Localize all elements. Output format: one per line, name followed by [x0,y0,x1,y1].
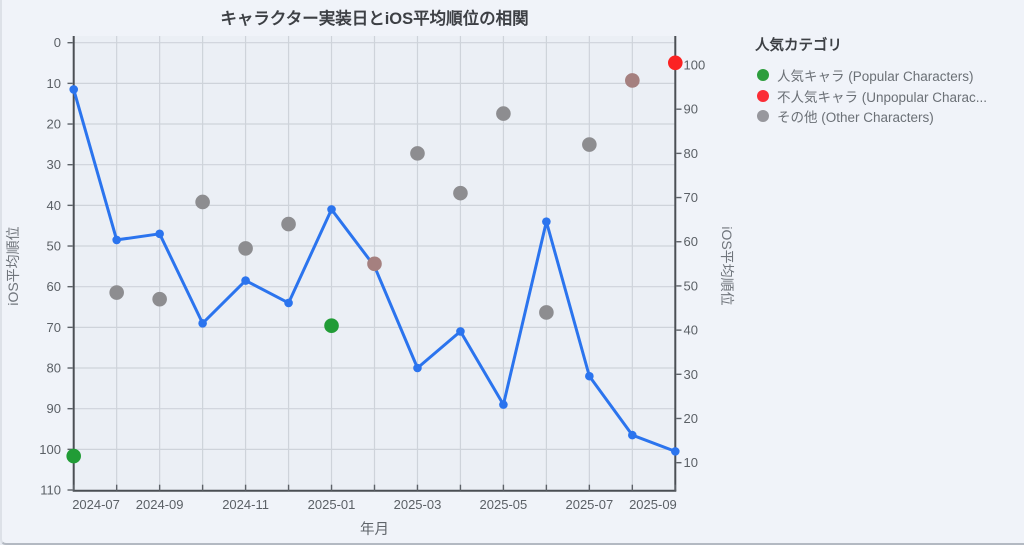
right-tick-label: 60 [684,234,698,249]
scatter-point-other [539,305,554,320]
x-tick-label: 2025-05 [480,497,528,512]
x-tick-label: 2025-09 [629,497,677,512]
scatter-point-unpopular [668,55,683,71]
left-tick-label: 30 [47,157,61,172]
line-point [542,217,551,226]
right-axis-title: iOS平均順位 [719,226,735,305]
scatter-point-other [410,146,425,161]
left-tick-label: 0 [54,35,61,50]
legend-swatch-other [757,109,769,122]
line-point [499,400,508,409]
left-tick-label: 80 [47,361,61,376]
right-tick-label: 100 [684,58,706,73]
legend-label: 人気キャラ (Popular Characters) [777,69,974,85]
scatter-point-other [281,216,296,232]
x-tick-label: 2024-11 [222,497,269,512]
right-tick-label: 80 [684,146,698,161]
line-point [241,276,250,285]
line-point [585,371,594,381]
scatter-point-popular [324,318,339,333]
scatter-point-other [453,185,468,201]
right-tick-label: 70 [684,190,698,205]
left-tick-label: 100 [39,442,61,457]
line-point [69,85,78,94]
legend-item-popular[interactable]: 人気キャラ (Popular Characters) [748,65,1024,85]
x-axis-title: 年月 [360,521,389,538]
scatter-point-other [496,106,511,121]
right-tick-label: 10 [684,455,698,470]
line-point [198,318,207,328]
legend-label: 不人気キャラ (Unpopular Charac... [777,89,988,105]
chart-title: キャラクター実装日とiOS平均順位の相関 [220,8,528,28]
legend-item-other[interactable]: その他 (Other Characters) [748,106,1024,126]
right-tick-label: 30 [684,367,698,382]
x-tick-label: 2024-09 [136,497,184,512]
left-axis-title: iOS平均順位 [5,226,21,305]
line-point [671,447,680,456]
grid-lines [73,36,676,491]
legend-items: 人気キャラ (Popular Characters) 不人気キャラ (Unpopu… [748,65,1024,126]
line-point [284,298,293,308]
right-tick-label: 50 [684,278,698,293]
left-tick-label: 60 [47,279,61,294]
legend-label: その他 (Other Characters) [777,109,934,125]
line-point [456,327,465,336]
line-point [155,229,164,239]
left-tick-label: 70 [47,320,61,335]
x-tick-label: 2025-03 [394,497,442,512]
right-tick-label: 90 [684,102,698,117]
right-tick-label: 40 [684,323,698,338]
line-point [413,363,422,373]
x-tick-label: 2025-07 [565,497,613,512]
x-tick-label: 2024-07 [72,497,120,512]
scatter-point-other [582,137,597,152]
left-tick-label: 10 [47,76,61,91]
legend-swatch-unpopular [757,89,769,102]
legend-item-unpopular[interactable]: 不人気キャラ (Unpopular Charac... [748,85,1024,105]
scatter-point-unpopular_muted [367,256,382,272]
scatter-point-other [238,241,253,256]
legend-title: 人気カテゴリ [755,38,842,54]
line-point [327,205,336,214]
left-tick-label: 90 [47,401,61,416]
legend: 人気カテゴリ 人気キャラ (Popular Characters) 不人気キャラ … [748,34,1024,126]
left-tick-label: 50 [47,239,61,254]
x-tick-label: 2025-01 [308,497,356,512]
scatter-point-popular [66,448,81,464]
right-tick-label: 20 [684,411,698,426]
left-tick-label: 40 [47,198,61,213]
left-tick-label: 20 [47,117,61,132]
line-point [112,235,121,245]
scatter-point-other [195,194,210,210]
tick-labels: 0 10 20 30 40 50 60 70 80 90 100 110 100 90 80 70 60 50 40… [39,35,705,512]
scatter-point-other [152,291,167,307]
line-point [628,430,637,440]
left-tick-label: 110 [40,483,61,498]
legend-swatch-popular [757,69,769,82]
scatter-point-unpopular_muted [625,73,640,88]
scatter-point-other [109,285,124,300]
scatter-series [66,55,683,464]
